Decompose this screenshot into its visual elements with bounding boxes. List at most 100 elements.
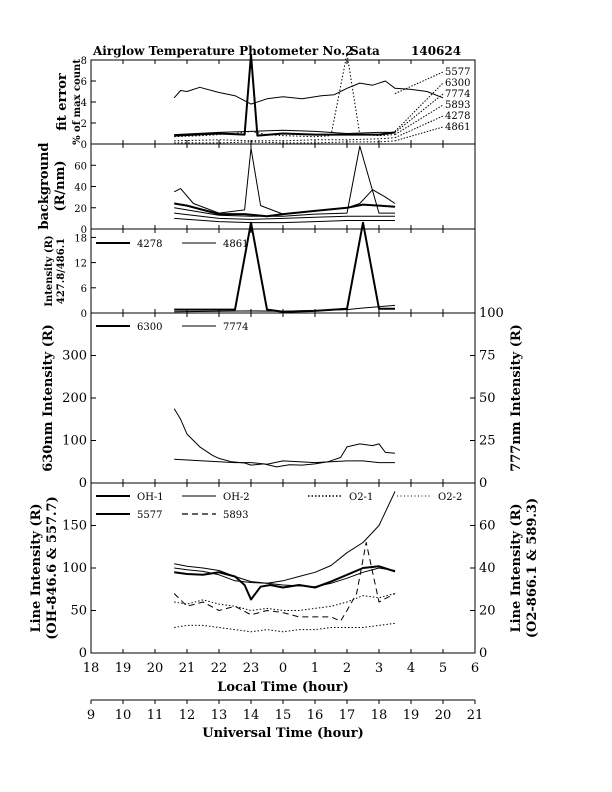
ylabel2-line-intensity: (OH-846.6 & 557.7) (45, 496, 60, 640)
intensity_4278_4861-ytick-label-0: 0 (81, 309, 87, 320)
line_intensity-ytick-label-0: 0 (79, 646, 87, 661)
ylabel-fit-error: fit error (55, 73, 70, 131)
xtick-label-local-6: 0 (279, 661, 287, 676)
background-ytick-label-60: 60 (74, 161, 87, 172)
fit_error-ytick-label-0: 0 (81, 140, 87, 151)
intensity_6300_7774-ytick-right-label-50: 50 (479, 391, 496, 406)
xtick-label-local-3: 21 (179, 661, 196, 676)
xtick-label-universal-10: 19 (403, 708, 420, 723)
intensity_6300_7774-ytick-right-label-100: 100 (479, 306, 504, 321)
fit_error-ytick-label-4: 4 (81, 98, 87, 109)
line_intensity-series-5577 (174, 565, 396, 601)
xtick-label-universal-1: 10 (115, 708, 132, 723)
intensity_6300_7774-ytick-label-200: 200 (62, 391, 87, 406)
fit_error-series-5577 (173, 80, 444, 105)
intensity_6300_7774-ytick-label-300: 300 (62, 349, 87, 364)
intensity_6300_7774-series-6300 (173, 408, 396, 468)
line_intensity-series-5893 (173, 542, 396, 622)
fit_error-ytick-label-2: 2 (81, 119, 87, 130)
ylabel-4278-4861: Intensity (R) (44, 235, 55, 306)
intensity_6300_7774-ytick-right-label-75: 75 (479, 349, 496, 364)
legend-label-7774: 7774 (223, 322, 248, 333)
line_intensity-ytick-label-100: 100 (62, 561, 87, 576)
line_intensity-series-O2-1 (174, 593, 396, 611)
ylabel-background: background (37, 142, 52, 229)
legend-4278-4861: 4278 4861 (96, 239, 248, 250)
fit_error-leader-6300 (394, 82, 444, 132)
chart-date: 140624 (411, 44, 461, 58)
fit_error-series-label-7774: 7774 (445, 89, 470, 100)
fit_error-leader-5893 (394, 104, 444, 135)
panel-frame-line-intensity (90, 482, 476, 654)
intensity_4278_4861-ytick-label-12: 12 (74, 259, 87, 270)
chart-marks: 0246855776300777458934278486102040600612… (62, 53, 504, 723)
legend-6300-7774: 6300 7774 (96, 322, 248, 333)
background-series-s3 (174, 145, 395, 217)
line_intensity-ytick-right-label-60: 60 (479, 519, 496, 534)
xtick-label-local-5: 23 (243, 661, 260, 676)
legend-label-6300: 6300 (137, 322, 162, 333)
chart-title: Airglow Temperature Photometer No.2 (92, 44, 354, 58)
panel-frame-fit-error (90, 59, 476, 145)
xtick-label-local-0: 18 (83, 661, 100, 676)
xtick-label-local-9: 3 (375, 661, 383, 676)
fit_error-series-label-4861: 4861 (445, 122, 470, 133)
ylabel2-4278-4861: 427.8/486.1 (56, 238, 67, 304)
background-series-s5 (174, 217, 395, 224)
fit_error-series-label-5893: 5893 (445, 100, 470, 111)
xtick-label-local-4: 22 (211, 661, 228, 676)
ylabel-777nm: 777nm Intensity (R) (509, 324, 524, 472)
fit_error-series-label-5577: 5577 (445, 67, 470, 78)
legend-label-5577: 5577 (137, 510, 162, 521)
line_intensity-ytick-right-label-40: 40 (479, 561, 496, 576)
fit_error-series-4278 (174, 137, 396, 142)
xtick-label-local-2: 20 (147, 661, 164, 676)
legend-label-o22: O2-2 (438, 492, 462, 503)
intensity_6300_7774-series-7774 (174, 458, 395, 465)
fit_error-series-5893 (174, 53, 396, 138)
background-ytick-label-20: 20 (74, 204, 87, 215)
intensity_4278_4861-ytick-label-6: 6 (81, 284, 87, 295)
fit_error-series-6300 (174, 53, 396, 137)
xtick-label-universal-4: 13 (211, 708, 228, 723)
intensity_6300_7774-ytick-label-0: 0 (79, 476, 87, 491)
intensity_4278_4861-series-4861 (174, 304, 396, 313)
fit_error-series-label-4278: 4278 (445, 111, 470, 122)
ylabel2-right-line-intensity: (O2-866.1 & 589.3) (525, 498, 540, 638)
background-ytick-label-40: 40 (74, 183, 87, 194)
ylabel2-fit-error: % of max count (72, 59, 83, 145)
legend-line-intensity: OH-1 OH-2 O2-1 O2-2 5577 5893 (96, 492, 462, 521)
xtick-label-universal-9: 18 (371, 708, 388, 723)
intensity_4278_4861-series-4278 (174, 221, 395, 313)
intensity_4278_4861-ytick-label-18: 18 (74, 233, 87, 244)
line_intensity-series-OH-2 (174, 563, 396, 588)
xtick-label-local-11: 5 (439, 661, 447, 676)
fit_error-leader-7774 (394, 93, 444, 133)
background-series-s4 (174, 212, 395, 220)
ylabel2-background: (R/nm) (53, 160, 68, 211)
line_intensity-ytick-label-150: 150 (62, 519, 87, 534)
intensity_6300_7774-ytick-right-label-25: 25 (479, 434, 496, 449)
xtick-label-local-10: 4 (407, 661, 415, 676)
xtick-label-universal-8: 17 (339, 708, 356, 723)
panel-frame-6300-7774 (90, 312, 476, 484)
fit_error-ytick-label-8: 8 (81, 56, 87, 67)
line_intensity-ytick-right-label-0: 0 (479, 646, 487, 661)
xtick-label-universal-6: 15 (275, 708, 292, 723)
fit_error-ytick-label-6: 6 (81, 77, 87, 88)
ylabel-line-intensity: Line Intensity (R) (29, 503, 44, 632)
fit_error-series-label-6300: 6300 (445, 78, 470, 89)
xtick-label-local-1: 19 (115, 661, 132, 676)
legend-label-o21: O2-1 (349, 492, 373, 503)
xtick-label-universal-7: 16 (307, 708, 324, 723)
line_intensity-ytick-label-50: 50 (70, 604, 87, 619)
background-series-s2 (174, 202, 396, 218)
xtick-label-universal-12: 21 (467, 708, 484, 723)
line_intensity-ytick-right-label-20: 20 (479, 604, 496, 619)
xtick-label-universal-0: 9 (87, 708, 95, 723)
background-ytick-label-0: 0 (81, 225, 87, 236)
intensity_6300_7774-ytick-label-100: 100 (62, 434, 87, 449)
chart-site: Sata (350, 44, 380, 58)
legend-label-oh2: OH-2 (223, 492, 250, 503)
xtick-label-local-12: 6 (471, 661, 479, 676)
